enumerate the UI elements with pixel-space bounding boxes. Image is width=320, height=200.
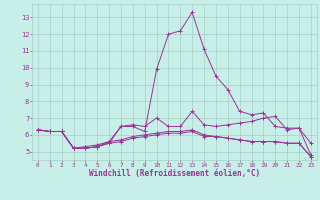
X-axis label: Windchill (Refroidissement éolien,°C): Windchill (Refroidissement éolien,°C) (89, 169, 260, 178)
